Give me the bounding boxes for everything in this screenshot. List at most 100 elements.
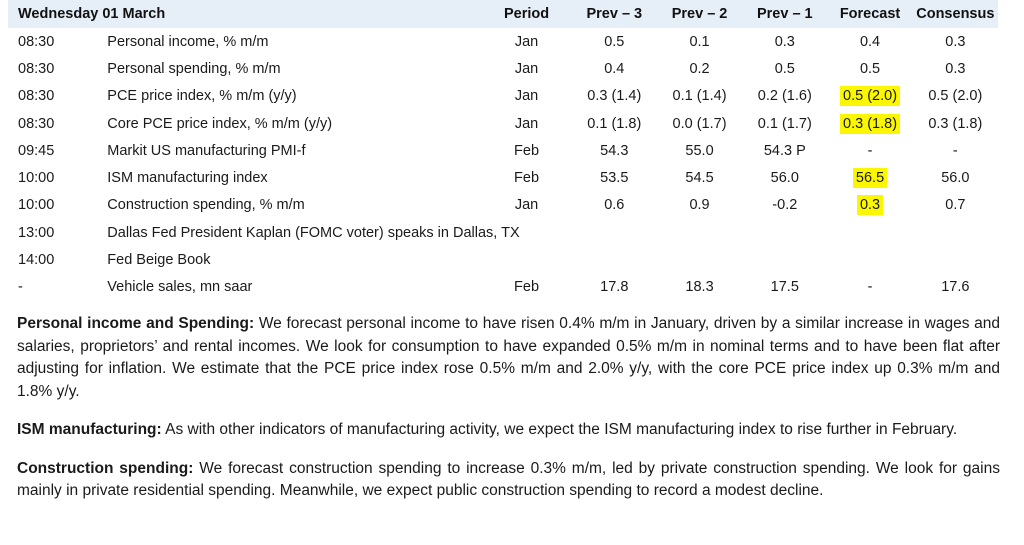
paragraph-text: As with other indicators of manufacturin… (161, 421, 958, 438)
prev2-cell: 0.9 (689, 197, 710, 214)
paragraph-heading: ISM manufacturing: (17, 421, 162, 438)
table-row: 10:00 ISM manufacturing index Feb 53.5 54.5 5… (8, 164, 998, 191)
prev3-cell (572, 246, 657, 273)
commentary-paragraph: Construction spending: We forecast const… (17, 458, 1000, 503)
consensus-cell: 0.3 (945, 60, 966, 77)
prev3-cell: 53.5 (600, 170, 629, 187)
prev2-cell: 0.1 (1.4) (672, 88, 727, 105)
consensus-cell (913, 246, 998, 273)
table-row: 14:00 Fed Beige Book (8, 246, 998, 273)
time-cell: 09:45 (18, 142, 55, 159)
event-cell: Fed Beige Book (107, 252, 211, 269)
time-cell: 10:00 (18, 170, 55, 187)
period-cell: Jan (514, 88, 539, 105)
forecast-cell: 0.3 (1.8) (827, 110, 912, 137)
forecast-cell: 0.4 (859, 33, 881, 50)
table-row: 09:45 Markit US manufacturing PMI-f Feb 54.… (8, 137, 998, 164)
prev3-cell (572, 219, 657, 246)
prev3-cell: 0.6 (604, 197, 625, 214)
period-header: Period (503, 6, 550, 22)
consensus-cell: 56.0 (941, 170, 970, 187)
prev1-cell: -0.2 (772, 197, 798, 214)
forecast-cell: - (867, 142, 873, 159)
period-cell: Jan (514, 33, 539, 50)
highlighted-forecast-value: 0.3 (1.8) (840, 113, 901, 134)
prev3-header: Prev – 3 (586, 6, 643, 22)
period-cell: Jan (514, 115, 539, 132)
event-cell: Markit US manufacturing PMI-f (107, 142, 306, 159)
prev1-header: Prev – 1 (756, 6, 813, 22)
prev1-cell: 56.0 (770, 170, 799, 187)
forecast-cell (827, 246, 912, 273)
event-cell: ISM manufacturing index (107, 170, 268, 187)
prev3-cell: 0.3 (1.4) (587, 88, 642, 105)
event-cell: Personal income, % m/m (107, 33, 269, 50)
table-row: 10:00 Construction spending, % m/m Jan 0.6 0… (8, 192, 998, 219)
event-cell: Construction spending, % m/m (107, 197, 305, 214)
period-cell: Feb (514, 279, 540, 296)
highlighted-forecast-value: 0.5 (2.0) (840, 86, 901, 107)
table-header-row: Wednesday 01 March Period Prev – 3 Prev … (8, 0, 998, 28)
period-cell (481, 246, 571, 273)
period-cell: Jan (514, 197, 539, 214)
table-row: 08:30 Personal income, % m/m Jan 0.5 0.1 0.3 0… (8, 28, 998, 55)
prev2-cell: 55.0 (685, 142, 714, 159)
prev2-cell: 0.1 (689, 33, 710, 50)
prev3-cell: 17.8 (600, 279, 629, 296)
paragraph-text: We forecast construction spending to inc… (17, 459, 1000, 500)
time-cell: 08:30 (18, 115, 55, 132)
prev1-cell: 0.1 (1.7) (757, 115, 812, 132)
consensus-header: Consensus (916, 6, 995, 22)
commentary-paragraph: ISM manufacturing: As with other indicat… (17, 419, 1000, 442)
table-row: 08:30 Personal spending, % m/m Jan 0.4 0.2 0.… (8, 55, 998, 82)
event-cell: Personal spending, % m/m (107, 60, 281, 77)
calendar-table-wrapper: Wednesday 01 March Period Prev – 3 Prev … (8, 0, 998, 301)
time-cell: 08:30 (18, 60, 55, 77)
commentary-paragraph: Personal income and Spending: We forecas… (17, 313, 1000, 403)
prev3-cell: 0.4 (604, 60, 625, 77)
forecast-cell (827, 219, 912, 246)
prev2-cell: 0.0 (1.7) (672, 115, 727, 132)
consensus-cell: 0.3 (1.8) (928, 115, 983, 132)
forecast-cell: 0.5 (2.0) (827, 83, 912, 110)
prev2-cell: 54.5 (685, 170, 714, 187)
consensus-cell: 17.6 (941, 279, 970, 296)
prev2-cell (657, 219, 742, 246)
event-cell: Core PCE price index, % m/m (y/y) (107, 115, 333, 132)
date-header: Wednesday 01 March (18, 6, 166, 22)
forecast-cell: 0.3 (827, 192, 912, 219)
prev1-cell: 0.5 (774, 60, 795, 77)
forecast-cell: - (867, 279, 873, 296)
prev1-cell: 17.5 (770, 279, 799, 296)
consensus-cell: 0.7 (945, 197, 966, 214)
consensus-cell: 0.5 (2.0) (928, 88, 983, 105)
prev2-cell (657, 246, 742, 273)
prev1-cell (742, 246, 827, 273)
forecast-header: Forecast (839, 6, 901, 22)
prev3-cell: 0.1 (1.8) (587, 115, 642, 132)
prev2-cell: 18.3 (685, 279, 714, 296)
consensus-cell: - (952, 142, 958, 159)
event-cell: Dallas Fed President Kaplan (FOMC voter)… (107, 224, 520, 241)
time-cell: 08:30 (18, 33, 55, 50)
prev1-cell: 54.3 P (763, 142, 806, 159)
prev3-cell: 0.5 (604, 33, 625, 50)
prev1-cell: 0.2 (1.6) (757, 88, 812, 105)
commentary-section: Personal income and Spending: We forecas… (17, 313, 1000, 519)
table-row: 13:00 Dallas Fed President Kaplan (FOMC v… (8, 219, 998, 246)
table-row: 08:30 Core PCE price index, % m/m (y/y) Ja… (8, 110, 998, 137)
highlighted-forecast-value: 56.5 (852, 168, 888, 189)
prev2-cell: 0.2 (689, 60, 710, 77)
prev2-header: Prev – 2 (671, 6, 728, 22)
time-cell: 14:00 (18, 252, 55, 269)
paragraph-heading: Construction spending: (17, 459, 194, 477)
prev3-cell: 54.3 (600, 142, 629, 159)
prev1-cell: 0.3 (774, 33, 795, 50)
time-cell: 08:30 (18, 88, 55, 105)
table-body: 08:30 Personal income, % m/m Jan 0.5 0.1 0.3 0… (8, 28, 998, 301)
forecast-cell: 56.5 (827, 164, 912, 191)
forecast-cell: 0.5 (859, 60, 881, 77)
event-cell: PCE price index, % m/m (y/y) (107, 88, 297, 105)
highlighted-forecast-value: 0.3 (856, 195, 884, 216)
paragraph-heading: Personal income and Spending: (17, 315, 255, 332)
